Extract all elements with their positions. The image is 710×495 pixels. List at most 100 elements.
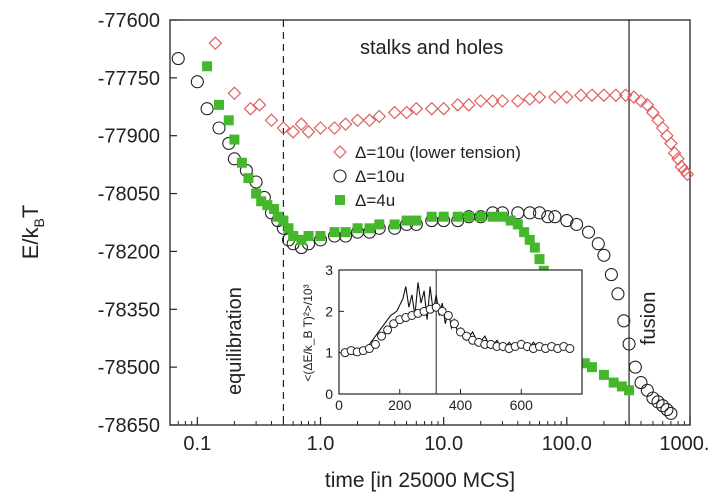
data-point bbox=[487, 211, 498, 222]
data-point bbox=[272, 211, 283, 222]
data-point bbox=[597, 88, 611, 103]
data-point bbox=[608, 88, 623, 103]
data-point bbox=[315, 231, 326, 241]
data-point bbox=[624, 385, 635, 396]
data-point bbox=[640, 383, 654, 397]
data-point bbox=[262, 200, 273, 211]
data-point bbox=[338, 117, 353, 131]
x-tick-label: 1000.0 bbox=[659, 433, 710, 455]
data-point bbox=[548, 210, 562, 224]
data-point bbox=[409, 101, 424, 116]
data-point bbox=[656, 399, 670, 413]
data-point bbox=[208, 36, 223, 50]
data-point bbox=[574, 88, 588, 103]
x-axis-label: time [in 25000 MCS] bbox=[325, 469, 515, 492]
series-2 bbox=[202, 61, 635, 396]
annotation-fusion: fusion bbox=[638, 292, 660, 345]
data-point bbox=[313, 121, 328, 135]
data-point bbox=[362, 113, 377, 128]
annotation-equilibration: equilibration bbox=[224, 287, 246, 395]
data-point bbox=[640, 98, 655, 112]
data-point bbox=[461, 98, 476, 112]
axis-frame bbox=[169, 19, 691, 426]
data-point bbox=[559, 90, 574, 104]
data-point bbox=[523, 206, 537, 220]
data-point bbox=[401, 215, 412, 226]
data-point bbox=[495, 94, 510, 108]
data-point bbox=[229, 134, 240, 145]
inset-chart: 0 200 400 600 0 1 2 3 <(ΔE/k_B T)²>/10³ bbox=[301, 262, 583, 413]
data-point bbox=[617, 314, 631, 328]
series-0 bbox=[208, 36, 695, 182]
data-point bbox=[264, 113, 279, 128]
inset-y-tick-label: 1 bbox=[325, 345, 333, 361]
data-point bbox=[200, 102, 214, 116]
legend: Δ=10u (lower tension) Δ=10u Δ=4u bbox=[333, 143, 521, 210]
legend-label: Δ=10u bbox=[355, 167, 405, 186]
data-point bbox=[283, 223, 294, 234]
inset-y-tick-label: 3 bbox=[325, 262, 333, 278]
inset-y-axis-label: <(ΔE/k_B T)²>/10³ bbox=[301, 284, 315, 381]
data-point bbox=[485, 94, 500, 108]
plot-frame bbox=[169, 19, 691, 426]
inset-x-tick-label: 0 bbox=[335, 397, 343, 413]
data-point bbox=[327, 121, 342, 135]
data-point bbox=[660, 128, 674, 143]
inset-point bbox=[431, 302, 441, 312]
annotation-stalks: stalks and holes bbox=[360, 37, 503, 59]
data-point bbox=[399, 105, 414, 120]
data-point bbox=[340, 227, 351, 238]
data-point bbox=[604, 268, 618, 282]
data-point bbox=[463, 211, 474, 222]
data-point bbox=[436, 101, 451, 116]
data-point bbox=[541, 210, 555, 224]
y-tick-label: -78350 bbox=[98, 299, 160, 321]
data-point bbox=[581, 225, 596, 239]
data-point bbox=[524, 234, 535, 245]
data-point bbox=[202, 61, 213, 72]
inset-point bbox=[377, 331, 387, 341]
data-point bbox=[664, 136, 678, 151]
vertical-lines bbox=[282, 20, 630, 425]
data-point bbox=[278, 215, 289, 226]
data-point bbox=[227, 86, 242, 101]
inset-x-tick-label: 200 bbox=[388, 397, 412, 413]
data-point bbox=[389, 219, 400, 230]
data-point bbox=[288, 231, 299, 241]
data-point bbox=[236, 157, 247, 168]
data-point bbox=[190, 75, 204, 89]
data-point bbox=[532, 90, 547, 104]
inset-ticks: 0 200 400 600 0 1 2 3 bbox=[325, 262, 533, 413]
data-point bbox=[374, 219, 385, 230]
data-point bbox=[350, 113, 365, 128]
data-point bbox=[519, 227, 530, 238]
data-point bbox=[618, 88, 633, 103]
y-axis-label: E/kBT bbox=[18, 205, 47, 260]
x-axis-ticks: 0.1 1.0 10.0 100.0 1000.0 bbox=[169, 417, 710, 455]
data-point bbox=[473, 94, 488, 108]
data-point bbox=[252, 98, 267, 112]
data-point bbox=[251, 188, 262, 199]
y-tick-label: -78050 bbox=[98, 184, 160, 206]
data-point bbox=[598, 369, 609, 380]
data-point bbox=[276, 121, 291, 135]
y-axis-ticks: -77600 -77750 -77900 -78050 -78200 -78350 -785… bbox=[98, 10, 177, 437]
data-point bbox=[529, 242, 540, 253]
data-point bbox=[372, 109, 387, 124]
data-point bbox=[497, 211, 508, 222]
data-point bbox=[522, 92, 537, 106]
inset-point bbox=[370, 339, 380, 349]
data-point bbox=[426, 211, 437, 222]
data-point bbox=[243, 101, 258, 116]
data-point bbox=[450, 98, 465, 112]
data-point bbox=[214, 99, 225, 110]
legend-marker bbox=[335, 195, 345, 205]
inset-point bbox=[383, 325, 393, 335]
data-point bbox=[660, 403, 674, 417]
data-point bbox=[651, 395, 665, 409]
data-point bbox=[303, 231, 314, 241]
data-point bbox=[591, 237, 605, 251]
data-point bbox=[534, 254, 545, 265]
data-point bbox=[510, 94, 525, 108]
